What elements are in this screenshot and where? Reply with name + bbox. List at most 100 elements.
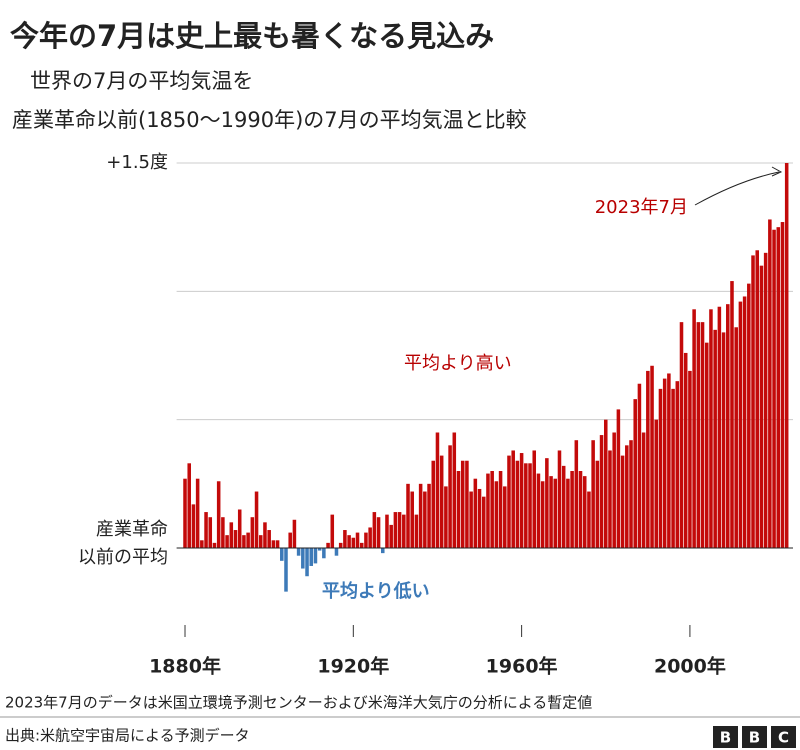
bar	[296, 548, 301, 556]
bar	[519, 453, 524, 548]
bar	[439, 455, 444, 548]
bar	[641, 432, 646, 548]
bar	[768, 219, 772, 548]
bar	[368, 527, 372, 548]
bar	[511, 450, 515, 548]
bar	[524, 463, 528, 548]
bar	[776, 227, 781, 548]
bar	[191, 504, 196, 548]
bar	[625, 445, 629, 548]
logo-letter: B	[720, 729, 731, 747]
bar	[759, 265, 764, 548]
bar	[688, 370, 692, 548]
bar	[359, 542, 364, 548]
bar	[574, 440, 579, 548]
bar	[481, 496, 486, 548]
bar	[208, 517, 213, 548]
bar	[330, 514, 335, 548]
bar	[507, 455, 511, 548]
bar	[717, 306, 722, 548]
bar	[183, 478, 187, 548]
bar	[444, 486, 448, 548]
bar	[267, 530, 271, 548]
bar	[612, 432, 616, 548]
bar	[700, 322, 705, 548]
bar	[389, 524, 393, 548]
bar	[452, 432, 457, 548]
bar	[637, 383, 642, 548]
bar	[322, 548, 326, 559]
bar	[561, 465, 566, 548]
bar	[591, 440, 595, 548]
bar	[385, 514, 389, 548]
bar	[692, 309, 696, 548]
annotation: 2023年7月	[595, 197, 688, 218]
bar	[603, 419, 608, 548]
y-tick-label: 以前の平均	[78, 547, 168, 568]
bar	[751, 255, 755, 548]
bar	[397, 512, 402, 548]
bar	[187, 463, 191, 548]
bar	[237, 509, 242, 548]
bar	[620, 455, 625, 548]
bar	[683, 352, 688, 548]
bar	[258, 535, 263, 548]
bar	[540, 481, 545, 548]
bar	[233, 530, 238, 548]
bar	[317, 548, 322, 551]
bar	[780, 222, 785, 549]
bar	[221, 517, 225, 548]
bar	[246, 532, 250, 548]
logo-box	[771, 726, 796, 748]
subtitle: 産業革命以前(1850〜1990年)の7月の平均気温と比較	[12, 108, 527, 132]
bar	[406, 483, 410, 548]
bar	[469, 491, 473, 548]
bar	[381, 548, 385, 554]
bar	[435, 432, 440, 548]
bar	[515, 460, 520, 548]
bar	[494, 481, 499, 548]
bar	[423, 491, 427, 548]
source: 出典:米航空宇宙局による予測データ	[5, 727, 250, 745]
bar	[263, 522, 267, 548]
bar	[747, 283, 751, 548]
bar	[557, 450, 562, 548]
bar	[334, 548, 339, 556]
annotation: 平均より低い	[322, 580, 430, 602]
bar	[730, 281, 734, 548]
bar	[486, 473, 490, 548]
bar	[448, 445, 452, 548]
bar	[402, 514, 406, 548]
bar	[326, 542, 330, 548]
bar	[431, 460, 436, 548]
bar	[587, 491, 591, 548]
bar	[305, 548, 309, 577]
bar	[393, 512, 398, 548]
note: 2023年7月のデータは米国立環境予測センターおよび米海洋大気庁の分析による暫定…	[5, 694, 592, 712]
bar	[570, 471, 574, 548]
bar	[271, 540, 276, 548]
bar	[599, 435, 604, 548]
bar	[242, 535, 246, 548]
bar	[473, 478, 478, 548]
bar	[734, 327, 738, 548]
bar	[629, 440, 633, 548]
bar	[204, 512, 208, 548]
bar	[418, 483, 423, 548]
bar	[503, 486, 507, 548]
bar	[549, 476, 553, 548]
bar	[726, 304, 730, 548]
bar	[229, 522, 234, 548]
bar	[545, 458, 549, 548]
bar	[301, 548, 305, 569]
bar	[654, 419, 659, 548]
bar	[608, 450, 612, 548]
annotation: 平均より高い	[404, 353, 512, 374]
bar	[763, 252, 768, 549]
bar	[460, 460, 465, 548]
bar	[578, 471, 583, 548]
bar	[713, 329, 717, 548]
bar	[662, 378, 667, 548]
bar	[772, 229, 776, 548]
logo-box	[742, 726, 767, 748]
